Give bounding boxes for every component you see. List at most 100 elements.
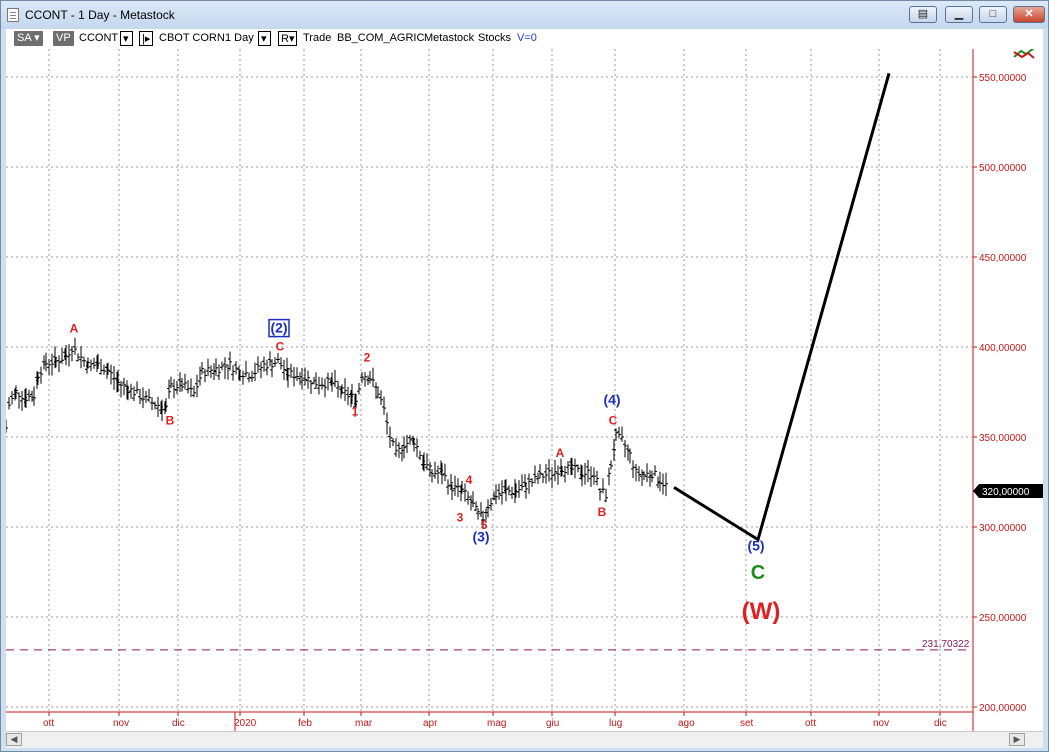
ohlc-bar — [363, 372, 367, 387]
ohlc-bar — [144, 391, 148, 403]
ohlc-bar — [212, 363, 216, 381]
scroll-left-button[interactable]: ◀ — [6, 733, 22, 746]
x-tick-label: 2020 — [234, 718, 257, 729]
ohlc-bar — [631, 460, 635, 479]
horizontal-scrollbar[interactable]: ◀ ▶ — [6, 731, 1043, 748]
ohlc-bar — [4, 419, 8, 433]
ohlc-bar — [180, 377, 184, 392]
ohlc-bar — [27, 389, 31, 402]
volume-label: V=0 — [517, 32, 537, 44]
ohlc-bar — [203, 368, 207, 383]
maximize-button[interactable]: □ — [979, 6, 1007, 23]
ohlc-bar — [586, 459, 590, 483]
close-button[interactable]: ✕ — [1013, 6, 1045, 23]
ohlc-bar — [259, 361, 263, 379]
ohlc-bar — [262, 356, 266, 372]
wave-label: C — [276, 340, 285, 354]
ohlc-bar — [96, 353, 100, 370]
ohlc-bar — [504, 479, 508, 502]
ohlc-bar — [656, 476, 660, 489]
r-dropdown[interactable]: R▾ — [278, 31, 297, 46]
ohlc-bar — [330, 372, 334, 392]
minimize-icon: ▁ — [954, 8, 964, 20]
ohlc-bar — [446, 479, 450, 495]
ohlc-bar — [119, 380, 123, 398]
level-label: 231,70322 — [922, 639, 970, 650]
ohlc-bar — [231, 365, 235, 381]
ohlc-bar — [309, 380, 313, 395]
wave-label: C — [609, 413, 618, 427]
x-tick-label: mag — [487, 718, 506, 729]
projection-line — [673, 72, 891, 542]
ohlc-bar — [609, 460, 613, 470]
ohlc-bar — [156, 396, 160, 418]
ohlc-bar — [82, 356, 86, 367]
ohlc-bar — [570, 457, 574, 475]
type-label: Stocks — [478, 32, 512, 44]
ohlc-bar — [530, 478, 534, 487]
ohlc-bar — [642, 471, 646, 481]
scroll-right-button[interactable]: ▶ — [1009, 733, 1025, 746]
ohlc-bar — [300, 367, 304, 390]
wave-label: (4) — [603, 392, 620, 408]
ohlc-bar — [189, 378, 193, 397]
ohlc-bar — [538, 464, 542, 479]
ohlc-bar — [486, 499, 490, 518]
ohlc-bar — [36, 371, 40, 385]
ohlc-bar — [436, 465, 440, 484]
symbol-dropdown[interactable]: ▾ — [120, 31, 133, 46]
ohlc-bar — [645, 463, 649, 483]
last-price-tag — [973, 484, 1043, 498]
ohlc-bar — [544, 464, 548, 484]
minimize-button[interactable]: ▁ — [945, 6, 973, 23]
chart-indicator-icon — [1013, 47, 1035, 59]
wave-label: 5 — [481, 518, 488, 532]
price-chart[interactable]: 550,00000 500,00000 450,00000 400,00000 350,… — [4, 47, 1043, 731]
chevron-down-icon: ▾ — [261, 33, 267, 45]
ohlc-bar — [474, 501, 478, 512]
ohlc-bar — [192, 385, 196, 398]
ohlc-bar — [153, 401, 157, 410]
ohlc-bar — [541, 473, 545, 483]
ohlc-bar — [481, 510, 485, 529]
period-toggle-button[interactable]: |▸ — [139, 31, 153, 46]
chart-toolbar: SA ▾ VP CCONT ▾ |▸ CBOT CORN 1 Day ▾ R▾ … — [6, 29, 1043, 49]
ohlc-bar — [536, 472, 540, 484]
category-label: BB_COM_AGRIC — [337, 32, 425, 44]
r-label: R — [281, 33, 289, 45]
ohlc-bar — [592, 467, 596, 485]
ohlc-bar — [186, 380, 190, 394]
ohlc-bar — [589, 466, 593, 487]
chart-area[interactable]: 550,00000 500,00000 450,00000 400,00000 350,… — [4, 47, 1043, 731]
ohlc-bar — [620, 426, 624, 442]
ohlc-bar — [279, 357, 283, 370]
ohlc-bar — [320, 377, 324, 390]
vp-button[interactable]: VP — [53, 31, 74, 46]
y-tick-label: 450,00000 — [979, 253, 1027, 264]
sa-button[interactable]: SA ▾ — [14, 31, 43, 46]
ohlc-bar — [47, 359, 51, 376]
period-dropdown[interactable]: ▾ — [258, 31, 271, 46]
arrow-right-icon: ▶ — [1013, 734, 1021, 744]
document-icon — [7, 8, 19, 22]
x-tick-label: set — [740, 718, 754, 729]
wave-label-box — [268, 318, 290, 338]
ohlc-bar — [402, 436, 406, 459]
ohlc-bar — [563, 465, 567, 483]
title-bar[interactable]: CCONT - 1 Day - Metastock ▤ ▁ □ ✕ — [1, 1, 1048, 29]
chevron-down-icon: ▾ — [123, 33, 129, 45]
last-price-label: 320,00000 — [982, 487, 1030, 498]
restore-layout-button[interactable]: ▤ — [909, 6, 937, 23]
ohlc-bar — [422, 452, 426, 472]
ohlc-bar — [150, 397, 154, 411]
ohlc-bar — [524, 482, 528, 499]
ohlc-bar — [371, 367, 375, 388]
ohlc-bar — [85, 361, 89, 374]
ohlc-bar — [428, 461, 432, 478]
ohlc-bar — [397, 442, 401, 458]
y-tick-label: 200,00000 — [979, 703, 1027, 714]
ohlc-bar — [430, 469, 434, 483]
ohlc-bar — [253, 362, 257, 382]
ohlc-bar — [175, 380, 179, 395]
ohlc-bar — [357, 382, 361, 395]
